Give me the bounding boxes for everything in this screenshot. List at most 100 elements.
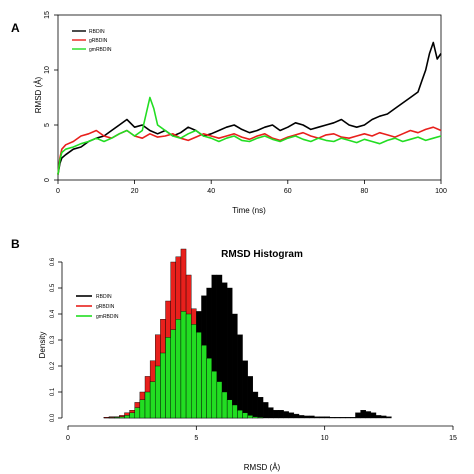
- panel-b-bar-RBDIN-52: [334, 417, 341, 419]
- panel-b-histogram: B RMSD Histogram 0 5 10 15 0.0 0.1 0.2 0.3 0.4 0.…: [11, 237, 457, 472]
- panel-a-series-gmRBDIN-line: [57, 96, 442, 175]
- panel-b-y-tick-label-1: 0.1: [50, 387, 56, 396]
- panel-b-y-tick-label-2: 0.2: [50, 361, 56, 370]
- panel-b-bar-gmRBDIN-26: [201, 345, 207, 419]
- panel-b-bar-gmRBDIN-36: [252, 416, 259, 419]
- panel-b-bar-gmRBDIN-21: [175, 319, 182, 419]
- panel-b-bar-RBDIN-44: [293, 413, 300, 419]
- panel-a-y-tick-label-0: 0: [44, 178, 51, 182]
- panel-a-y-axis-label: RMSD (Å): [34, 76, 43, 113]
- panel-b-bar-gmRBDIN-15: [144, 391, 151, 419]
- panel-b-bar-RBDIN-41: [278, 410, 284, 419]
- panel-a-legend-label-gmRBDIN: gmRBDIN: [89, 47, 112, 53]
- panel-b-y-tick-label-0: 0.0: [50, 413, 56, 422]
- panel-b-bar-RBDIN-57: [360, 410, 366, 419]
- panel-b-bar-gRBDIN-7: [103, 417, 110, 419]
- panel-a-x-tick-label-3: 60: [284, 188, 292, 195]
- panel-b-bar-gmRBDIN-32: [232, 404, 238, 419]
- panel-b-bar-gmRBDIN-34: [242, 412, 248, 419]
- panel-b-bar-gmRBDIN-37: [257, 417, 264, 419]
- panel-a-plot: 0 20 40 60 80 100 0 5 10 15: [44, 11, 447, 195]
- panel-b-letter: B: [11, 237, 20, 251]
- panel-b-bar-RBDIN-45: [298, 415, 305, 419]
- panel-b-bar-RBDIN-42: [283, 411, 289, 419]
- panel-b-bar-RBDIN-48: [314, 416, 320, 419]
- panel-a-x-tick-label-2: 40: [207, 188, 215, 195]
- panel-b-bar-RBDIN-61: [380, 415, 387, 419]
- panel-b-bar-gmRBDIN-29: [216, 381, 223, 419]
- panel-b-x-tick-label-2: 10: [321, 435, 329, 442]
- panel-b-bar-gmRBDIN-14: [139, 399, 146, 419]
- panel-a-x-tick-label-0: 0: [56, 188, 60, 195]
- panel-b-legend-label-RBDIN: RBDIN: [96, 294, 112, 300]
- panel-a-legend-label-gRBDIN: gRBDIN: [89, 38, 108, 44]
- panel-b-bar-RBDIN-51: [329, 417, 336, 419]
- panel-b-x-tick-label-0: 0: [66, 435, 70, 442]
- panel-b-bar-gmRBDIN-30: [221, 391, 228, 419]
- panel-b-bar-RBDIN-43: [288, 412, 295, 419]
- panel-b-bar-RBDIN-40: [273, 410, 279, 419]
- panel-b-bar-gmRBDIN-10: [119, 416, 125, 419]
- panel-a-y-tick-label-2: 10: [44, 66, 51, 74]
- panel-b-legend-label-gRBDIN: gRBDIN: [96, 304, 115, 310]
- panel-b-bar-RBDIN-49: [319, 416, 325, 419]
- panel-b-bar-gmRBDIN-35: [247, 415, 253, 419]
- panel-b-bar-RBDIN-35: [247, 376, 253, 419]
- panel-a-x-tick-label-4: 80: [361, 188, 369, 195]
- panel-b-bar-RBDIN-58: [365, 411, 372, 419]
- panel-b-bar-RBDIN-37: [257, 397, 264, 419]
- panel-b-bar-gmRBDIN-8: [108, 417, 115, 419]
- panel-b-bar-gmRBDIN-27: [206, 358, 212, 419]
- panel-b-bar-RBDIN-47: [309, 415, 315, 419]
- panel-b-bar-gmRBDIN-16: [149, 381, 156, 419]
- panel-b-x-tick-label-1: 5: [194, 435, 198, 442]
- panel-b-bar-RBDIN-31: [226, 287, 233, 419]
- panel-b-bar-gmRBDIN-9: [113, 417, 120, 419]
- panel-a-plot-frame: [57, 14, 442, 181]
- panel-b-bar-gmRBDIN-20: [170, 329, 176, 419]
- panel-b-bar-gmRBDIN-17: [155, 365, 161, 419]
- panel-b-bar-gmRBDIN-33: [237, 410, 243, 419]
- panel-b-y-tick-label-5: 0.5: [50, 283, 56, 292]
- panel-b-bar-RBDIN-46: [303, 415, 310, 419]
- panel-b-bar-RBDIN-56: [355, 412, 361, 419]
- panel-b-y-axis-label: Density: [38, 332, 47, 359]
- panel-b-bar-gmRBDIN-18: [160, 352, 166, 419]
- panel-b-bar-RBDIN-32: [232, 313, 238, 419]
- panel-a-y-tick-label-1: 5: [44, 123, 51, 127]
- panel-b-x-axis-label: RMSD (Å): [244, 463, 281, 472]
- panel-a-series-RBDIN-line: [57, 41, 442, 175]
- panel-b-legend: RBDIN gRBDIN gmRBDIN: [76, 294, 119, 320]
- panel-b-bar-RBDIN-55: [350, 417, 356, 419]
- panel-b-bar-gmRBDIN-13: [134, 407, 141, 419]
- panel-b-bar-RBDIN-53: [339, 417, 346, 419]
- panel-b-bar-RBDIN-34: [242, 360, 248, 419]
- panel-a-y-tick-label-3: 15: [44, 11, 51, 19]
- panel-b-y-tick-label-3: 0.3: [50, 335, 56, 344]
- panel-a-x-tick-label-1: 20: [131, 188, 139, 195]
- panel-b-bar-RBDIN-60: [375, 415, 382, 419]
- panel-b-bar-RBDIN-62: [386, 416, 392, 419]
- panel-b-bar-RBDIN-50: [324, 416, 331, 419]
- panel-b-x-tick-label-3: 15: [449, 435, 457, 442]
- panel-b-bar-RBDIN-39: [268, 407, 274, 419]
- panel-a-series-gRBDIN-line: [57, 126, 442, 175]
- panel-b-bar-gmRBDIN-25: [196, 332, 202, 419]
- panel-b-bar-RBDIN-59: [370, 412, 377, 419]
- panel-b-y-tick-label-4: 0.4: [50, 309, 56, 318]
- panel-b-y-tick-label-6: 0.6: [50, 257, 56, 266]
- panel-b-bar-gmRBDIN-11: [124, 415, 130, 419]
- panel-b-bar-gmRBDIN-22: [180, 311, 187, 419]
- panel-b-bar-gmRBDIN-19: [165, 337, 171, 419]
- panel-a-legend-label-RBDIN: RBDIN: [89, 29, 105, 35]
- panel-a-x-axis-label: Time (ns): [232, 206, 266, 215]
- panel-a-x-tick-label-5: 100: [435, 188, 447, 195]
- panel-b-bar-RBDIN-54: [345, 417, 351, 419]
- panel-b-plot: 0 5 10 15 0.0 0.1 0.2 0.3 0.4 0.5 0.6: [50, 248, 457, 442]
- panel-b-title: RMSD Histogram: [221, 249, 303, 260]
- panel-a-letter: A: [11, 21, 20, 35]
- panel-b-bar-gmRBDIN-31: [226, 399, 233, 419]
- panel-b-legend-label-gmRBDIN: gmRBDIN: [96, 314, 119, 320]
